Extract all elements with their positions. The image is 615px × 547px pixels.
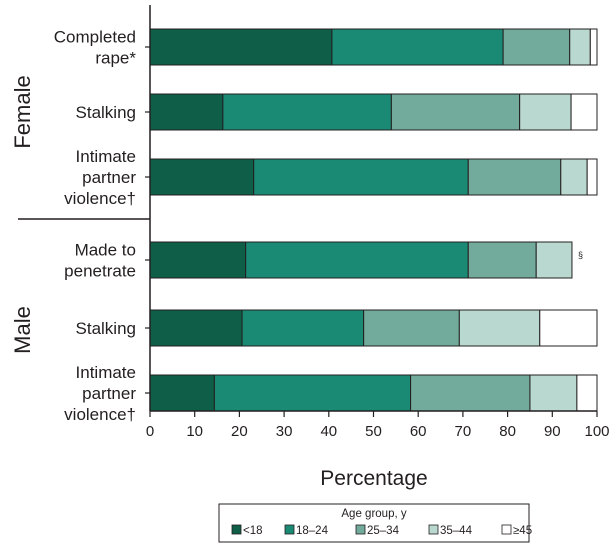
legend-swatch [231, 524, 242, 535]
x-tick-label: 100 [584, 423, 609, 440]
x-tick-label: 60 [410, 423, 427, 440]
bar-segment [458, 309, 541, 347]
category-label: Intimate [76, 147, 136, 166]
x-tick-label: 0 [146, 423, 154, 440]
legend-label: 25–34 [367, 525, 400, 537]
x-tick-label: 50 [365, 423, 382, 440]
bar-row [149, 374, 598, 412]
category-label: Stalking [76, 103, 136, 122]
bar-segment [502, 28, 571, 66]
bar-segment [410, 374, 531, 412]
legend-title: Age group, y [341, 508, 406, 520]
bar-row [149, 158, 598, 196]
category-label: violence† [64, 189, 136, 208]
legend-label: 35–44 [440, 525, 473, 537]
bar-row [149, 241, 573, 279]
legend-box [218, 503, 530, 543]
bar-segment [589, 28, 598, 66]
category-label: partner [82, 384, 136, 403]
bar-segment [331, 28, 504, 66]
bar-row [149, 93, 598, 131]
bar-segment [149, 93, 224, 131]
bar-segment [241, 309, 365, 347]
axes: 0 10 20 30 40 50 60 70 80 90 100 [18, 5, 610, 440]
bar-segment [539, 309, 598, 347]
x-tick-label: 80 [499, 423, 516, 440]
category-label: rape* [95, 49, 136, 68]
bar-segment [245, 241, 469, 279]
bar-segment [576, 374, 598, 412]
category-label: Made to [75, 241, 136, 260]
bars-layer [149, 28, 598, 412]
category-label: Completed [54, 28, 136, 47]
x-tick-label: 40 [320, 423, 337, 440]
footnote-marker: § [578, 250, 583, 260]
group-labels: Female Male [10, 75, 35, 354]
x-tick-label: 70 [455, 423, 472, 440]
group-label: Male [10, 306, 35, 354]
bar-segment [149, 309, 243, 347]
bar-segment [363, 309, 460, 347]
bar-segment [149, 374, 215, 412]
legend-swatch [501, 524, 512, 535]
bar-segment [149, 241, 247, 279]
legend-swatch [355, 524, 366, 535]
bar-segment [222, 93, 392, 131]
legend-label: 18–24 [296, 525, 329, 537]
bar-segment [253, 158, 469, 196]
x-tick-label: 10 [186, 423, 203, 440]
bar-segment [535, 241, 573, 279]
bar-segment [390, 93, 521, 131]
bar-segment [519, 93, 572, 131]
x-tick-label: 30 [276, 423, 293, 440]
category-label: partner [82, 168, 136, 187]
bar-segment [586, 158, 598, 196]
bar-row [149, 28, 598, 66]
bar-row [149, 309, 598, 347]
bar-segment [149, 28, 333, 66]
bar-segment [529, 374, 578, 412]
bar-segment [213, 374, 412, 412]
x-axis-title: Percentage [320, 467, 427, 490]
legend-swatch [284, 524, 295, 535]
category-label: Intimate [76, 363, 136, 382]
bar-segment [570, 93, 598, 131]
group-label: Female [10, 75, 35, 148]
legend-swatch [428, 524, 439, 535]
category-labels: Completed rape* Stalking Intimate partner vio… [54, 28, 583, 425]
legend-label: <18 [243, 525, 263, 537]
bar-segment [560, 158, 588, 196]
legend-label: ≥45 [513, 525, 532, 537]
category-label: violence† [64, 405, 136, 424]
x-tick-label: 20 [231, 423, 248, 440]
bar-segment [467, 241, 537, 279]
category-label: penetrate [64, 262, 136, 281]
bar-segment [569, 28, 591, 66]
category-label: Stalking [76, 319, 136, 338]
x-tick-label: 90 [544, 423, 561, 440]
bar-segment [467, 158, 562, 196]
legend: Age group, y <18 18–24 25–34 35–44 ≥45 [218, 503, 532, 543]
bar-segment [149, 158, 255, 196]
